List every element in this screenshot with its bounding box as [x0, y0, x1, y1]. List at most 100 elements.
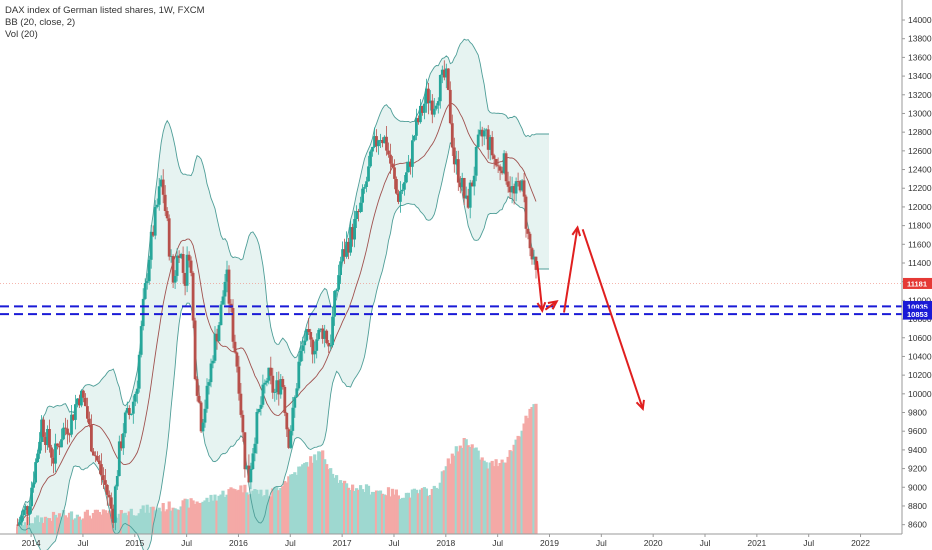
candle-body [20, 515, 23, 523]
volume-bar [496, 466, 500, 534]
volume-bar [464, 439, 468, 534]
candle-body [391, 163, 394, 168]
candle-body [201, 422, 205, 432]
x-tick-label: 2015 [125, 538, 144, 548]
y-tick-label: 12800 [908, 127, 932, 137]
volume-bar [79, 519, 83, 534]
candle-body [161, 179, 165, 195]
last-price-tag-bg [903, 277, 932, 289]
candle-body [78, 398, 81, 406]
volume-bar [261, 496, 265, 534]
x-tick-label: Jul [285, 538, 296, 548]
candle-body [516, 181, 520, 182]
volume-bar [452, 455, 456, 534]
volume-bar [364, 484, 369, 534]
candle-body [263, 382, 267, 385]
volume-bar [313, 454, 317, 534]
y-tick-label: 11600 [908, 239, 931, 249]
volume-bar [34, 517, 38, 534]
x-tick-label: 2019 [540, 538, 559, 548]
candle-body [177, 255, 181, 258]
volume-bar [69, 511, 74, 534]
candle-body [490, 137, 494, 156]
x-tick-label: 2016 [229, 538, 248, 548]
candle-body [82, 390, 85, 398]
candle-body [30, 487, 33, 507]
volume-bar [97, 512, 101, 534]
volume-bar [85, 509, 89, 534]
volume-bar [335, 475, 339, 534]
volume-bar [384, 495, 389, 534]
candle-body [399, 191, 402, 202]
candle-body [92, 451, 95, 456]
volume-bar [193, 504, 197, 534]
candle-body [492, 155, 496, 159]
volume-bar [293, 472, 297, 534]
candle-body [466, 195, 470, 208]
volume-bar [351, 484, 355, 534]
candle-body [415, 118, 418, 136]
candle-body [245, 465, 249, 470]
candle-body [514, 181, 518, 194]
candle-body [60, 439, 63, 448]
volume-bar [343, 480, 347, 534]
volume-bar [295, 474, 299, 534]
volume-bar [339, 480, 343, 534]
volume-bar [303, 462, 307, 534]
volume-bar [127, 511, 131, 534]
candle-body [421, 105, 424, 113]
volume-bar [169, 510, 173, 534]
candle-body [365, 181, 368, 187]
candle-body [237, 366, 241, 394]
volume-bar [255, 489, 259, 534]
candle-body [119, 441, 123, 449]
volume-bar [424, 488, 428, 534]
candle-body [520, 180, 524, 191]
candle-body [512, 186, 516, 194]
candle-body [444, 68, 448, 78]
volume-bar [225, 494, 229, 534]
candle-body [38, 442, 41, 454]
volume-bar [386, 487, 391, 534]
y-tick-label: 12400 [908, 165, 932, 175]
candle-body [375, 136, 378, 147]
candle-body [58, 445, 61, 448]
candle-body [84, 397, 87, 407]
candle-body [145, 281, 149, 283]
candle-body [468, 182, 472, 208]
volume-bar [267, 496, 271, 534]
volume-bar [16, 526, 20, 534]
candle-body [139, 326, 143, 355]
candle-body [283, 386, 287, 413]
volume-bar [183, 498, 187, 534]
candle-body [107, 494, 111, 498]
volume-bar [28, 524, 32, 534]
volume-bar [446, 458, 450, 534]
volume-bar [279, 488, 283, 534]
candle-body [528, 233, 532, 249]
forecast-arrow-1 [544, 300, 558, 311]
forecast-arrow-0 [536, 261, 544, 311]
candle-body [323, 330, 327, 339]
candle-body [313, 350, 317, 355]
volume-bar [133, 515, 137, 534]
volume-bar [129, 508, 133, 534]
volume-bar [277, 490, 281, 534]
candle-body [438, 75, 442, 102]
candle-body [532, 256, 536, 260]
volume-bar [416, 493, 420, 534]
candle-body [159, 179, 163, 187]
volume-bar [524, 415, 528, 534]
volume-bar [239, 485, 243, 534]
candle-body [86, 406, 89, 419]
candle-body [295, 388, 299, 397]
volume-bar [81, 518, 85, 534]
candle-body [325, 330, 329, 343]
volume-bar [440, 471, 444, 534]
candle-body [267, 367, 271, 381]
volume-bar [275, 487, 279, 534]
volume-bar [161, 503, 165, 534]
volume-bar [149, 506, 153, 534]
candle-body [351, 227, 354, 240]
